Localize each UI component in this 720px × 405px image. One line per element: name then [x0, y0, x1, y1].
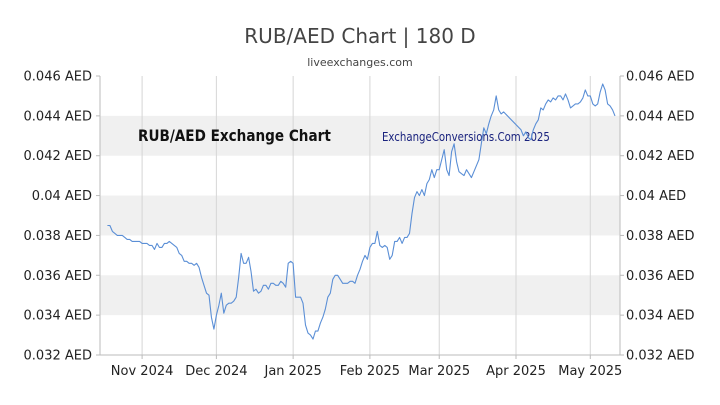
- x-tick-label-1: Dec 2024: [185, 364, 247, 379]
- watermark-right: ExchangeConversions.Com 2025: [382, 130, 550, 144]
- chart-subtitle: liveexchanges.com: [307, 56, 413, 69]
- y-tick-label-left-6: 0.034 AED: [24, 309, 92, 324]
- x-tick-label-5: Apr 2025: [486, 364, 546, 379]
- y-tick-label-right-7: 0.032 AED: [626, 349, 694, 364]
- y-tick-label-left-1: 0.044 AED: [24, 109, 92, 124]
- y-tick-label-right-6: 0.034 AED: [626, 309, 694, 324]
- band-5: [100, 275, 620, 316]
- y-axis-left-labels: 0.046 AED 0.044 AED 0.042 AED 0.04 AED 0.038…: [24, 70, 100, 364]
- x-tick-label-2: Jan 2025: [264, 364, 322, 379]
- y-axis-right-labels: 0.046 AED 0.044 AED 0.042 AED 0.04 AED 0.038…: [620, 70, 694, 364]
- y-tick-label-right-1: 0.044 AED: [626, 109, 694, 124]
- y-tick-label-right-0: 0.046 AED: [626, 70, 694, 85]
- band-1: [100, 115, 620, 156]
- x-axis-labels: Nov 2024 Dec 2024 Jan 2025 Feb 2025 Mar 2025…: [111, 355, 622, 379]
- band-3: [100, 195, 620, 236]
- x-tick-label-0: Nov 2024: [111, 364, 174, 379]
- y-tick-label-right-5: 0.036 AED: [626, 269, 694, 284]
- y-tick-label-right-3: 0.04 AED: [626, 189, 686, 204]
- x-tick-label-3: Feb 2025: [340, 364, 400, 379]
- watermark-left: RUB/AED Exchange Chart: [138, 127, 331, 145]
- y-tick-label-left-4: 0.038 AED: [24, 229, 92, 244]
- y-tick-label-left-0: 0.046 AED: [24, 70, 92, 85]
- y-tick-label-left-5: 0.036 AED: [24, 269, 92, 284]
- plot-frame: [99, 76, 621, 356]
- chart-title: RUB/AED Chart | 180 D: [244, 24, 476, 48]
- y-tick-label-left-3: 0.04 AED: [32, 189, 92, 204]
- y-tick-label-left-7: 0.032 AED: [24, 349, 92, 364]
- rate-series-line: [107, 83, 616, 340]
- background-bands: [100, 115, 620, 316]
- grid-lines: [141, 76, 591, 355]
- y-tick-label-right-4: 0.038 AED: [626, 229, 694, 244]
- y-tick-label-left-2: 0.042 AED: [24, 149, 92, 164]
- y-tick-label-right-2: 0.042 AED: [626, 149, 694, 164]
- x-tick-label-4: Mar 2025: [408, 364, 470, 379]
- x-tick-label-6: May 2025: [558, 364, 622, 379]
